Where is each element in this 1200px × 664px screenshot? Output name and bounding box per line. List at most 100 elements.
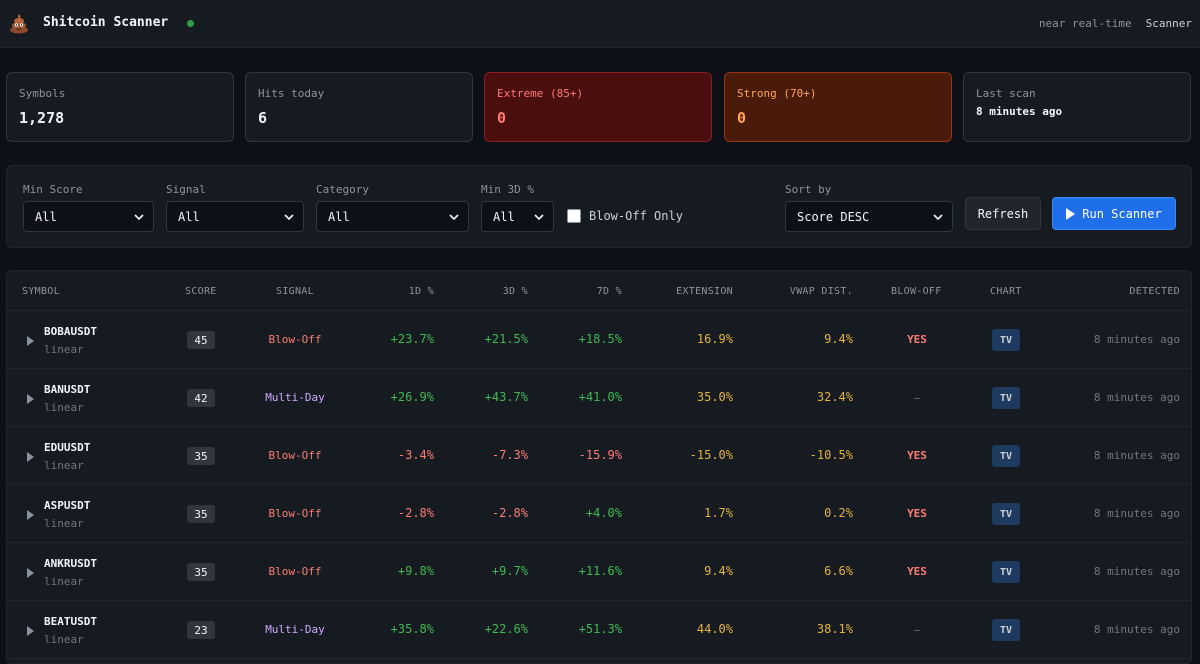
sort-by-label: Sort by (785, 183, 832, 196)
symbol-name: EDUUSDT (44, 441, 91, 454)
category-value: All (328, 209, 350, 224)
expand-caret-icon[interactable] (27, 394, 34, 404)
stat-card-extreme: Extreme (85+) 0 (484, 72, 712, 142)
vwap-dist-value: 0.2% (824, 506, 853, 520)
tradingview-chart-button[interactable]: TV (992, 619, 1020, 641)
tradingview-chart-button[interactable]: TV (992, 387, 1020, 409)
symbol-name: BANUSDT (44, 383, 91, 396)
change-7d: +11.6% (578, 564, 622, 578)
change-7d: +41.0% (578, 390, 622, 404)
detected-time: 8 minutes ago (1093, 333, 1180, 346)
tradingview-chart-button[interactable]: TV (992, 445, 1020, 467)
col-detected[interactable]: DETECTED (1129, 286, 1180, 297)
chevron-down-icon (534, 214, 544, 221)
col-vwap-dist[interactable]: VWAP DIST. (789, 286, 853, 297)
score-badge: 42 (187, 389, 215, 407)
table-row[interactable]: BOBAUSDT linear 45 Blow-Off +23.7% +21.5% +18.… (7, 311, 1191, 369)
change-1d: -3.4% (397, 448, 434, 462)
header-right: near real-time Scanner (1039, 17, 1192, 30)
change-3d: +22.6% (484, 622, 528, 636)
stat-label: Last scan (976, 87, 1036, 100)
expand-caret-icon[interactable] (27, 626, 34, 636)
change-7d: +18.5% (578, 332, 622, 346)
vwap-dist-value: 38.1% (816, 622, 853, 636)
blowoff-value: – (913, 623, 921, 636)
stat-value: 1,278 (19, 109, 65, 127)
min-score-value: All (35, 209, 57, 224)
chevron-down-icon (284, 214, 294, 221)
realtime-note: near real-time (1038, 17, 1132, 30)
min-score-select[interactable]: All (23, 201, 154, 232)
table-row[interactable]: ANKRUSDT linear 35 Blow-Off +9.8% +9.7% +11.6%… (7, 543, 1191, 601)
vwap-dist-value: -10.5% (809, 448, 853, 462)
score-badge: 35 (187, 563, 215, 581)
blowoff-only-label[interactable]: Blow-Off Only (589, 209, 683, 223)
score-badge: 35 (187, 447, 215, 465)
extension-value: -15.0% (689, 448, 733, 462)
category-select[interactable]: All (316, 201, 469, 232)
table-row[interactable]: EDUUSDT linear 35 Blow-Off -3.4% -7.3% -15.9% -… (7, 427, 1191, 485)
nav-scanner-link[interactable]: Scanner (1145, 17, 1192, 30)
col-3d[interactable]: 3D % (502, 286, 528, 297)
vwap-dist-value: 6.6% (824, 564, 853, 578)
run-scanner-label: Run Scanner (1082, 206, 1162, 221)
col-blowoff[interactable]: BLOW-OFF (891, 286, 942, 297)
play-icon (1066, 207, 1076, 220)
signal-value: Blow-Off (268, 507, 322, 520)
table-row[interactable]: ASPUSDT linear 35 Blow-Off -2.8% -2.8% +4.0% 1.… (7, 485, 1191, 543)
min-3d-label: Min 3D % (481, 183, 534, 196)
detected-time: 8 minutes ago (1093, 507, 1180, 520)
change-3d: -7.3% (491, 448, 528, 462)
signal-value: All (178, 209, 200, 224)
col-signal[interactable]: SIGNAL (276, 286, 314, 297)
signal-value: Blow-Off (268, 333, 322, 346)
col-symbol[interactable]: SYMBOL (22, 286, 60, 297)
extension-value: 16.9% (696, 332, 733, 346)
live-status-icon (187, 20, 194, 27)
change-1d: +26.9% (390, 390, 434, 404)
col-chart: CHART (990, 286, 1022, 297)
change-3d: +21.5% (484, 332, 528, 346)
filter-panel: Min Score All Signal All Category All Mi… (6, 165, 1192, 248)
signal-select[interactable]: All (166, 201, 304, 232)
stat-value: 0 (737, 109, 747, 127)
blowoff-only-checkbox[interactable] (567, 209, 581, 223)
run-scanner-button[interactable]: Run Scanner (1052, 197, 1176, 230)
change-1d: -2.8% (397, 506, 434, 520)
symbol-name: BEATUSDT (44, 615, 97, 628)
expand-caret-icon[interactable] (27, 510, 34, 520)
tradingview-chart-button[interactable]: TV (992, 503, 1020, 525)
change-7d: +51.3% (578, 622, 622, 636)
tradingview-chart-button[interactable]: TV (992, 561, 1020, 583)
col-score[interactable]: SCORE (185, 286, 217, 297)
chevron-down-icon (134, 214, 144, 221)
col-1d[interactable]: 1D % (408, 286, 434, 297)
category-label: Category (316, 183, 369, 196)
col-7d[interactable]: 7D % (596, 286, 622, 297)
expand-caret-icon[interactable] (27, 336, 34, 346)
tradingview-chart-button[interactable]: TV (992, 329, 1020, 351)
vwap-dist-value: 9.4% (824, 332, 853, 346)
min-3d-select[interactable]: All (481, 201, 554, 232)
stat-card-strong: Strong (70+) 0 (724, 72, 952, 142)
col-extension[interactable]: EXTENSION (676, 286, 733, 297)
expand-caret-icon[interactable] (27, 568, 34, 578)
symbol-category: linear (44, 459, 84, 472)
refresh-button[interactable]: Refresh (965, 197, 1041, 230)
min-3d-value: All (493, 209, 515, 224)
blowoff-value: YES (907, 507, 927, 520)
stat-value: 6 (258, 109, 268, 127)
extension-value: 9.4% (704, 564, 733, 578)
table-row[interactable]: BANUSDT linear 42 Multi-Day +26.9% +43.7% +41.… (7, 369, 1191, 427)
stat-card-symbols: Symbols 1,278 (6, 72, 234, 142)
chevron-down-icon (449, 214, 459, 221)
symbol-category: linear (44, 401, 84, 414)
detected-time: 8 minutes ago (1093, 391, 1180, 404)
table-header: SYMBOL SCORE SIGNAL 1D % 3D % 7D % EXTEN… (7, 271, 1191, 311)
sort-by-select[interactable]: Score DESC (785, 201, 953, 232)
symbol-category: linear (44, 517, 84, 530)
detected-time: 8 minutes ago (1093, 449, 1180, 462)
score-badge: 35 (187, 505, 215, 523)
table-row[interactable]: BEATUSDT linear 23 Multi-Day +35.8% +22.6% +51… (7, 601, 1191, 659)
expand-caret-icon[interactable] (27, 452, 34, 462)
